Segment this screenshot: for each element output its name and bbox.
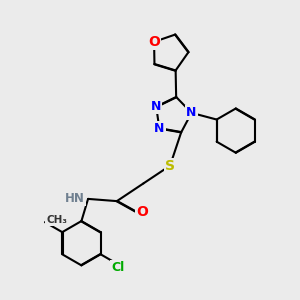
Text: Cl: Cl [111, 261, 124, 274]
Text: N: N [151, 100, 161, 113]
Text: S: S [165, 159, 175, 173]
Text: HN: HN [65, 192, 85, 206]
Text: N: N [186, 106, 197, 119]
Text: CH₃: CH₃ [46, 215, 67, 225]
Text: O: O [136, 205, 148, 219]
Text: O: O [148, 35, 160, 49]
Text: N: N [154, 122, 164, 135]
